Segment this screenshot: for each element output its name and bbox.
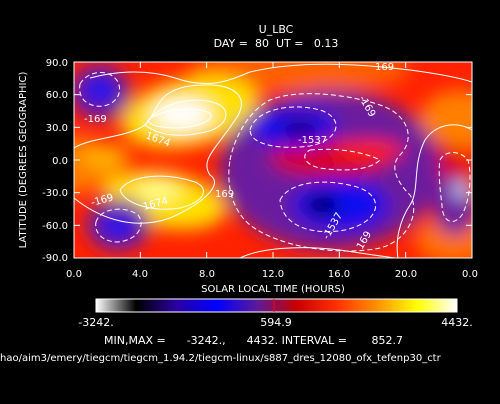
colorbar-bar — [95, 298, 458, 313]
colorbar-max-label: 4432. — [441, 316, 473, 329]
blob-blue-s — [292, 180, 388, 230]
x-tick-label: 0.0 — [462, 269, 478, 280]
field-blobs — [74, 62, 472, 258]
colorbar-mid-label: 594.9 — [260, 316, 292, 329]
contour-negative-7 — [304, 148, 381, 171]
contour-positive-5 — [147, 108, 212, 129]
contour-negative-1 — [79, 72, 120, 107]
blob-blue-nw — [82, 76, 118, 104]
contours-dashed — [79, 72, 471, 252]
x-tick-label: 20.0 — [395, 269, 417, 280]
contour-label: 169 — [215, 189, 234, 200]
contour-positive-3 — [144, 99, 227, 136]
contour-negative-4 — [279, 181, 377, 233]
blob-red-center-2 — [335, 140, 405, 160]
contour-positive-6 — [396, 124, 472, 258]
y-tick-label: -30.0 — [42, 188, 68, 199]
x-tick-label: 0.0 — [66, 269, 82, 280]
contour-label: -169 — [84, 114, 107, 125]
contour-positive-1 — [89, 63, 472, 85]
contour-negative-2 — [95, 208, 142, 243]
file-path: hao/aim3/emery/tiegcm/tiegcm_1.94.2/tieg… — [0, 353, 442, 364]
y-tick-label: 0.0 — [52, 156, 68, 167]
contour-negative-5 — [228, 93, 415, 252]
blob-white-sh — [136, 180, 180, 200]
x-tick-label: 8.0 — [199, 269, 215, 280]
plot-field: -169 169 -169 1674 -1537 169 -169 1674 -… — [74, 62, 472, 258]
blob-white-nh — [152, 99, 212, 131]
y-axis: 90.0 60.0 30.0 0.0 -30.0 -60.0 -90.0 LAT… — [18, 58, 472, 264]
contour-positive-7 — [239, 247, 396, 258]
contours — [74, 63, 472, 258]
colorbar-min-label: -3242. — [78, 316, 113, 329]
blob-orange-3 — [420, 90, 472, 150]
y-tick-label: -60.0 — [42, 221, 68, 232]
y-axis-label: LATITUDE (DEGREES GEOGRAPHIC) — [18, 72, 29, 249]
x-tick-label: 16.0 — [328, 269, 350, 280]
blob-yellow-left — [80, 145, 130, 169]
y-tick-label: 60.0 — [46, 90, 68, 101]
blob-navy-n — [280, 119, 320, 137]
x-axis-label: SOLAR LOCAL TIME (HOURS) — [201, 284, 345, 295]
blob-light-right — [452, 182, 472, 198]
chart-subtitle: DAY = 80 UT = 0.13 — [214, 37, 339, 50]
contour-label: 169 — [375, 62, 394, 73]
contour-positive-2 — [74, 84, 242, 224]
chart-title: U_LBC — [259, 23, 294, 36]
blob-black-s — [306, 195, 338, 215]
min-max-interval: MIN,MAX = -3242., 4432. INTERVAL = 852.7 — [104, 334, 403, 347]
y-tick-label: 90.0 — [46, 58, 68, 69]
contour-negative-3 — [249, 106, 337, 148]
contour-positive-4 — [119, 175, 204, 210]
x-tick-label: 4.0 — [132, 269, 148, 280]
x-tick-label: 12.0 — [262, 269, 284, 280]
x-axis: 0.0 4.0 8.0 12.0 16.0 20.0 0.0 SOLAR LOC… — [66, 62, 478, 295]
y-tick-label: -90.0 — [42, 253, 68, 264]
blob-blue-sw — [100, 215, 136, 239]
y-tick-label: 30.0 — [46, 123, 68, 134]
contour-label: -1537 — [298, 135, 327, 146]
colorbar: -3242. 594.9 4432. — [78, 298, 473, 329]
contour-negative-6 — [438, 152, 471, 222]
